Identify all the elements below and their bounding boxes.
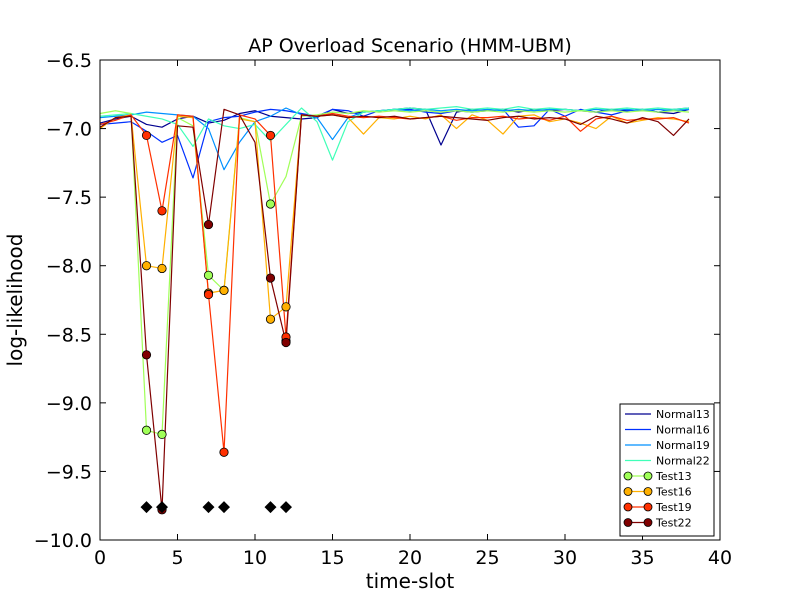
legend-marker [623,502,633,512]
ticks-group: 0 5 10 15 20 25 30 35 40 −10.0 −9.5 −9.0 −8.5 −8.0 −7.… [34,50,732,569]
y-axis-label: log-likelihood [3,234,27,367]
annotation-group [140,501,292,514]
markers-group [141,130,291,515]
anomaly-diamond-marker [202,501,215,514]
legend-marker [623,518,633,527]
y-tick-label: −9.5 [46,461,92,483]
anomaly-diamond-marker [264,501,277,514]
legend-label: Test19 [655,501,692,514]
y-tick-label: −8.0 [46,256,92,278]
data-point-test22 [281,337,291,348]
data-point-test13 [265,199,276,209]
y-tick-label: −10.0 [34,530,92,552]
series-line-test22 [99,108,690,511]
legend-label: Test16 [655,486,692,499]
legend-marker [623,471,633,481]
anomaly-diamond-marker [280,501,292,514]
legend-label: Normal22 [656,455,710,468]
anomaly-diamond-marker [156,501,168,514]
x-tick-label: 25 [475,547,499,569]
data-point-test22 [203,219,214,230]
anomaly-diamond-marker [140,501,153,514]
x-axis-label: time-slot [366,569,455,593]
series-line-normal22 [99,106,690,161]
data-point-test13 [157,429,167,439]
legend-box [619,403,715,537]
data-point-test19 [141,130,152,141]
legend-marker [643,471,653,481]
legend-marker [643,487,653,496]
data-point-test19 [219,447,229,457]
data-point-test16 [265,314,276,324]
legend-label: Test22 [655,517,692,530]
legend-label: Normal19 [656,439,710,452]
x-tick-label: 35 [630,547,654,569]
x-tick-label: 20 [398,547,422,569]
x-tick-label: 15 [320,547,344,569]
legend: Normal13 Normal16 Normal19 Normal22 Test13 Te… [619,403,715,537]
data-point-test13 [203,270,214,280]
legend-marker [643,518,653,527]
y-tick-label: −7.5 [46,187,92,209]
data-point-test19 [265,130,276,141]
data-point-test16 [141,261,152,271]
data-point-test16 [157,263,167,274]
legend-label: Normal16 [656,424,710,437]
series-group [99,106,690,511]
x-tick-label: 0 [94,547,106,569]
y-tick-label: −6.5 [46,50,92,72]
data-point-test13 [141,425,152,435]
legend-label: Normal13 [656,408,710,421]
data-point-test22 [265,273,276,283]
x-tick-label: 40 [708,547,732,569]
y-tick-label: −9.0 [46,393,92,415]
legend-marker [623,487,633,496]
y-tick-label: −8.5 [46,324,92,346]
x-tick-label: 10 [243,547,267,569]
data-point-test16 [219,285,229,295]
chart-title: AP Overload Scenario (HMM-UBM) [248,35,572,57]
anomaly-diamond-marker [218,501,230,514]
data-point-test19 [203,289,214,300]
data-point-test22 [141,350,152,360]
data-point-test16 [281,302,291,312]
x-tick-label: 30 [553,547,577,569]
legend-label: Test13 [655,470,692,483]
x-tick-label: 5 [171,547,183,569]
legend-marker [643,502,653,512]
series-line-test19 [99,112,690,453]
y-tick-label: −7.0 [46,119,92,141]
data-point-test19 [157,206,167,216]
